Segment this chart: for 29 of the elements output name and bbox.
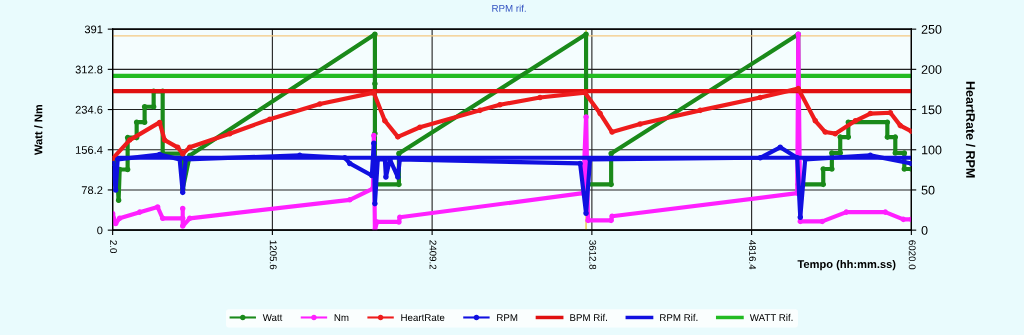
y-tick-label: 156.4 [75, 146, 103, 154]
legend-label: Watt [262, 314, 283, 321]
legend-label: BPM Rif. [570, 313, 607, 321]
x-tick-label: 4816.4 [749, 240, 756, 270]
y-tick-label: 234.6 [75, 105, 103, 114]
legend-label: HeartRate [401, 314, 445, 321]
y2-tick-label: 0 [921, 225, 928, 235]
legend-label: RPM [497, 314, 518, 321]
legend-label: WATT Rif. [749, 313, 793, 321]
y2-axis-title: HeartRate / RPM [965, 81, 976, 178]
y2-tick-label: 150 [922, 105, 942, 115]
y2-tick-label: 200 [921, 65, 942, 74]
y2-tick-label: 100 [922, 145, 942, 155]
text: RPM rif. [492, 4, 526, 12]
y-tick-label: 391 [84, 25, 103, 34]
legend-label: Nm [334, 314, 349, 321]
x-tick-label: 1205.6 [269, 240, 277, 270]
x-axis-title: Tempo (hh:mm.ss) [797, 259, 896, 271]
x-tick-label: 2.0 [110, 240, 117, 253]
y-tick-label: 0 [97, 226, 103, 235]
y-tick-label: 78.2 [81, 186, 103, 195]
y2-tick-label: 50 [921, 185, 935, 195]
x-tick-label: 2409.2 [429, 240, 437, 270]
legend-label: RPM Rif. [660, 313, 698, 321]
x-tick-label: 6020.0 [908, 240, 916, 270]
y2-tick-label: 250 [921, 24, 942, 34]
x-tick-label: 3612.8 [589, 240, 597, 270]
y-tick-label: 312.8 [75, 65, 103, 74]
y-axis-title: Watt / Nm [34, 104, 43, 156]
